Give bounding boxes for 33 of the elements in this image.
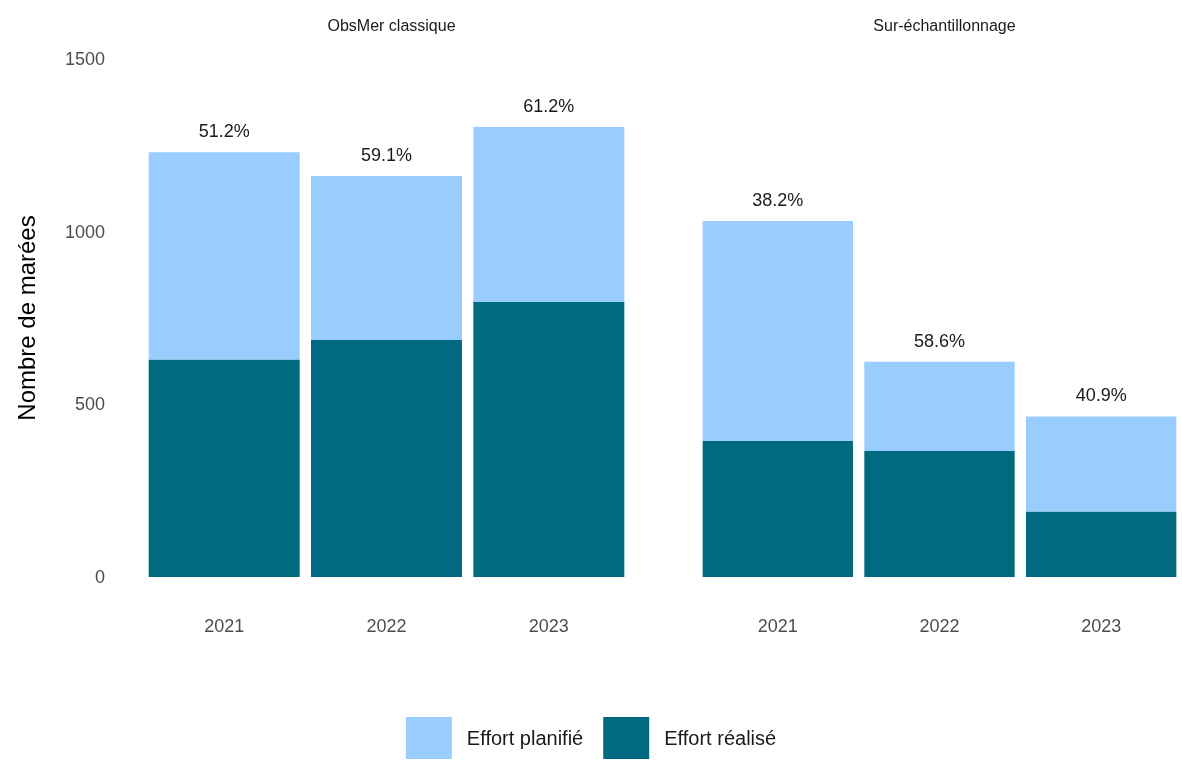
bar (1025, 511, 1177, 577)
x-tick-label: 2021 (204, 616, 245, 636)
y-axis-title: Nombre de marées (12, 215, 40, 421)
annotation: 38.2% (752, 189, 804, 210)
bar (311, 340, 462, 577)
x-tick-label: 2022 (366, 616, 407, 636)
y-tick-label: 0 (94, 567, 105, 587)
legend-label: Effort réalisé (664, 727, 777, 749)
bar (311, 176, 462, 341)
bar (1025, 416, 1177, 512)
bar (473, 301, 625, 577)
bar (864, 361, 1015, 451)
chart-title: ObsMer classique (327, 16, 456, 34)
y-tick-label: 1000 (64, 221, 105, 242)
y-tick-label: 500 (74, 394, 105, 415)
legend-label: Effort planifié (466, 727, 584, 749)
annotation: 61.2% (523, 96, 575, 117)
bar (702, 220, 854, 441)
annotation: 59.1% (360, 145, 413, 166)
annotation: 58.6% (913, 330, 966, 351)
y-tick-label: 1500 (64, 49, 105, 69)
x-tick-label: 2022 (919, 616, 960, 636)
x-tick-label: 2021 (757, 616, 798, 636)
annotation: 40.9% (1075, 385, 1127, 406)
bar (473, 127, 625, 302)
chart-title: Sur-échantillonnage (873, 16, 1016, 34)
bar (864, 450, 1015, 577)
bar (148, 152, 300, 360)
x-tick-label: 2023 (528, 616, 569, 636)
bar (702, 440, 854, 577)
bar (148, 359, 300, 577)
x-tick-label: 2023 (1081, 616, 1122, 636)
annotation: 51.2% (198, 121, 250, 142)
